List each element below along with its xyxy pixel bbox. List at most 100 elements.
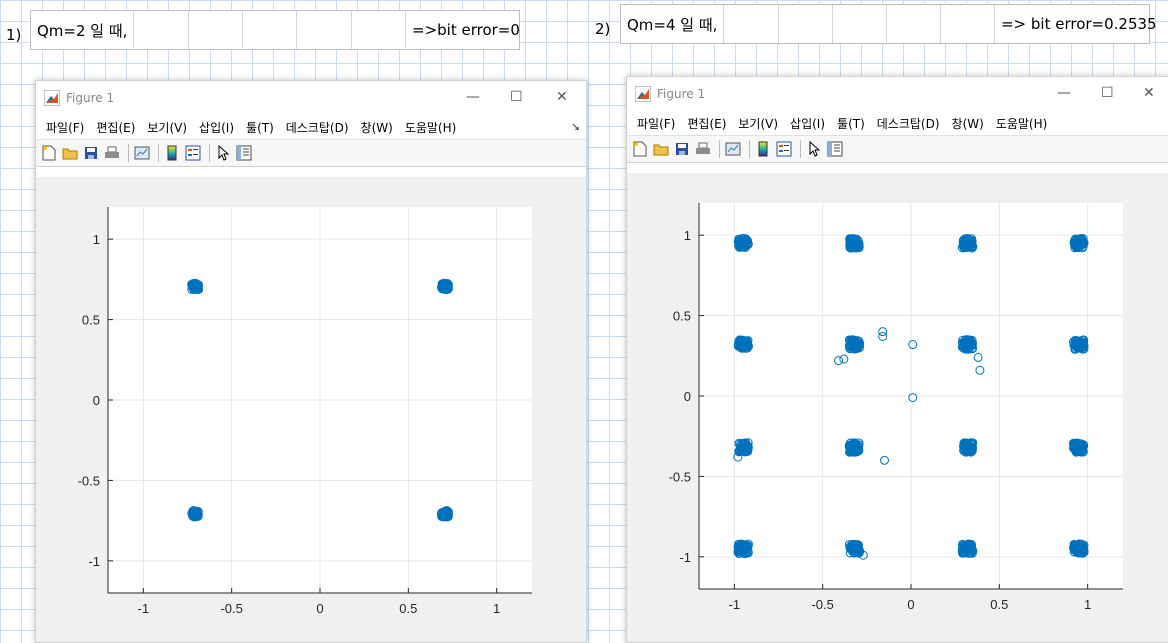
toolbar-separator <box>158 144 159 162</box>
scatter-point <box>848 339 858 349</box>
menu-insert[interactable]: 삽입(I) <box>790 116 826 131</box>
print-icon[interactable] <box>694 140 712 158</box>
x-tick-label: 1 <box>493 601 500 616</box>
y-tick-label: 0 <box>93 393 100 408</box>
scatter-point <box>964 336 974 346</box>
scatter-point <box>734 547 744 557</box>
link-plot-icon[interactable] <box>133 144 151 162</box>
minimize-button[interactable]: — <box>466 89 480 105</box>
new-figure-icon[interactable] <box>40 144 58 162</box>
menu-window[interactable]: 창(W) <box>360 120 393 135</box>
scatter-point <box>442 280 452 290</box>
menu-tools[interactable]: 툴(T) <box>837 116 865 131</box>
window-title: Figure 1 <box>66 91 115 105</box>
maximize-button[interactable]: ☐ <box>1101 85 1114 101</box>
open-file-icon[interactable] <box>61 144 79 162</box>
legend-icon[interactable] <box>184 144 202 162</box>
scatter-point <box>961 443 971 453</box>
scatter-point <box>442 284 452 294</box>
legend-icon[interactable] <box>775 140 793 158</box>
scatter-point <box>440 281 450 291</box>
maximize-button[interactable]: ☐ <box>510 89 523 105</box>
menu-edit[interactable]: 편집(E) <box>96 120 136 135</box>
scatter-point <box>742 237 752 247</box>
print-icon[interactable] <box>103 144 121 162</box>
empty-cell <box>243 11 298 49</box>
scatter-point <box>1073 438 1083 448</box>
colorbar-icon[interactable] <box>163 144 181 162</box>
x-tick-label: -1 <box>138 601 150 616</box>
menu-edit[interactable]: 편집(E) <box>687 116 727 131</box>
scatter-point <box>1070 235 1080 245</box>
scatter-point <box>1071 338 1081 348</box>
scatter-point <box>740 548 750 558</box>
scatter-series <box>187 278 453 522</box>
save-icon[interactable] <box>82 144 100 162</box>
toolbar-separator <box>128 144 129 162</box>
menu-file[interactable]: 파일(F) <box>637 116 676 131</box>
toolbar-separator <box>719 140 720 158</box>
menu-desktop[interactable]: 데스크탑(D) <box>876 116 940 131</box>
scatter-point <box>1078 444 1088 454</box>
menu-tools[interactable]: 툴(T) <box>246 120 274 135</box>
figure-window-2: Figure 1 — ☐ ✕ 파일(F) 편집(E) 보기(V) 삽입(I) 툴… <box>626 76 1168 643</box>
qm-label: Qm=4 일 때, <box>621 5 725 43</box>
menu-help[interactable]: 도움말(H) <box>404 120 457 135</box>
scatter-point <box>961 241 971 251</box>
scatter-point <box>1074 548 1084 558</box>
pointer-icon[interactable] <box>805 140 823 158</box>
menu-desktop[interactable]: 데스크탑(D) <box>285 120 349 135</box>
scatter-point <box>963 238 973 248</box>
scatter-point-outlier <box>908 340 918 350</box>
scatter-point <box>734 240 744 250</box>
scatter-point <box>737 445 747 455</box>
open-file-icon[interactable] <box>652 140 670 158</box>
menu-help[interactable]: 도움말(H) <box>995 116 1048 131</box>
scatter-point <box>1071 546 1081 556</box>
scatter-point <box>188 279 198 289</box>
property-editor-icon[interactable] <box>235 144 253 162</box>
scatter-point-outlier <box>973 352 983 362</box>
matlab-icon <box>43 89 61 107</box>
x-tick-label: 1 <box>1084 597 1091 612</box>
toolbar-separator <box>800 140 801 158</box>
new-figure-icon[interactable] <box>631 140 649 158</box>
empty-cell <box>134 11 189 49</box>
toolbar-separator <box>749 140 750 158</box>
scatter-point-outlier <box>834 356 844 366</box>
x-tick-label: -1 <box>729 597 741 612</box>
scatter-point <box>740 338 750 348</box>
property-editor-icon[interactable] <box>826 140 844 158</box>
pointer-icon[interactable] <box>214 144 232 162</box>
y-tick-label: 0 <box>684 389 691 404</box>
dock-arrow-icon[interactable]: ↘ <box>570 120 580 133</box>
scatter-point <box>1079 341 1089 351</box>
x-tick-label: 0 <box>316 601 323 616</box>
menu-file[interactable]: 파일(F) <box>46 120 85 135</box>
scatter-point <box>440 510 450 520</box>
qm-label: Qm=2 일 때, <box>31 11 135 49</box>
caption-2: 2) <box>595 20 611 38</box>
menu-view[interactable]: 보기(V) <box>738 116 779 131</box>
window-title: Figure 1 <box>657 87 706 101</box>
link-plot-icon[interactable] <box>724 140 742 158</box>
menu-insert[interactable]: 삽입(I) <box>199 120 235 135</box>
close-button[interactable]: ✕ <box>1143 85 1155 101</box>
scatter-point <box>741 544 751 554</box>
caption-1: 1) <box>6 26 22 44</box>
save-icon[interactable] <box>673 140 691 158</box>
menu-view[interactable]: 보기(V) <box>147 120 188 135</box>
colorbar-icon[interactable] <box>754 140 772 158</box>
menu-window[interactable]: 창(W) <box>951 116 984 131</box>
scatter-point <box>736 539 746 549</box>
title-bar: Figure 1 — ☐ ✕ <box>627 77 1168 111</box>
scatter-point <box>191 506 201 516</box>
minimize-button[interactable]: — <box>1057 85 1071 101</box>
scatter-point <box>847 445 857 455</box>
scatter-series <box>733 233 1089 560</box>
scatter-point <box>192 511 202 521</box>
scatter-point <box>851 340 861 350</box>
y-tick-label: 0.5 <box>673 309 691 324</box>
scatter-point <box>958 338 968 348</box>
close-button[interactable]: ✕ <box>556 89 568 105</box>
